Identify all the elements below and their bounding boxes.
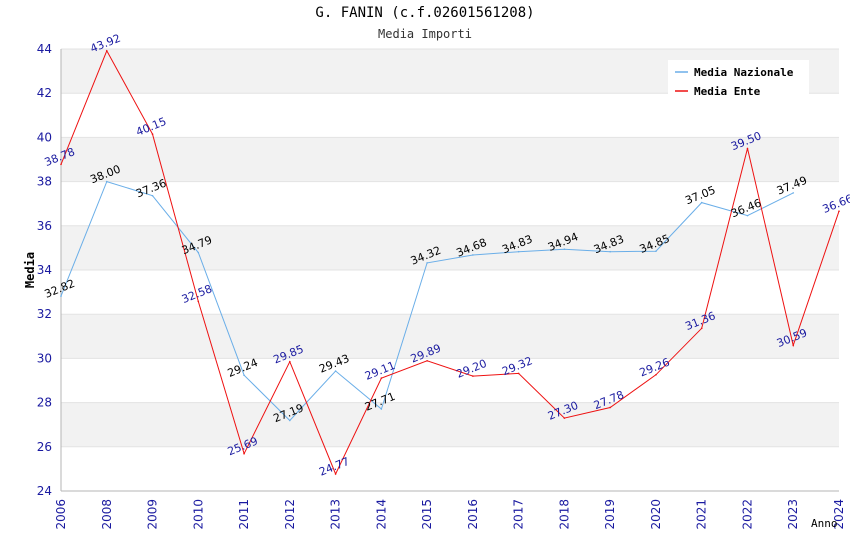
series-lines bbox=[60, 49, 840, 476]
x-tick-label: 2016 bbox=[466, 499, 480, 530]
y-tick-label: 36 bbox=[37, 219, 52, 233]
data-point bbox=[563, 248, 566, 251]
data-point bbox=[609, 406, 611, 409]
y-tick-label: 26 bbox=[37, 440, 52, 454]
x-tick-label: 2015 bbox=[420, 499, 434, 530]
data-point bbox=[700, 327, 703, 330]
data-point bbox=[60, 295, 62, 297]
x-tick-label: 2012 bbox=[283, 499, 297, 530]
data-point bbox=[105, 180, 108, 183]
data-point bbox=[151, 194, 154, 197]
data-point bbox=[746, 214, 749, 217]
legend-label: Media Ente bbox=[694, 85, 761, 98]
x-tick-label: 2023 bbox=[786, 499, 800, 530]
data-point bbox=[472, 375, 474, 377]
data-label: 24.77 bbox=[317, 455, 351, 479]
data-label: 32.58 bbox=[180, 282, 214, 306]
data-point bbox=[151, 133, 154, 135]
x-tick-label: 2009 bbox=[146, 499, 160, 530]
y-tick-label: 42 bbox=[37, 86, 52, 100]
data-point bbox=[838, 210, 840, 213]
y-tick-labels: 24 26 28 30 32 34 36 38 40 42 44 bbox=[37, 42, 52, 498]
data-point bbox=[243, 452, 245, 455]
data-point bbox=[563, 417, 566, 419]
x-tick-label: 2011 bbox=[237, 499, 251, 530]
x-tick-label: 2019 bbox=[603, 499, 617, 530]
data-point bbox=[380, 377, 383, 379]
data-point bbox=[700, 201, 703, 204]
x-tick-label: 2014 bbox=[374, 499, 388, 530]
data-label: 36.66 bbox=[821, 192, 850, 216]
legend-box bbox=[668, 60, 809, 100]
grid-band bbox=[61, 402, 839, 447]
x-tick-label: 2020 bbox=[649, 499, 663, 530]
x-tick-label: 2024 bbox=[832, 499, 846, 530]
y-axis-label: Media bbox=[23, 252, 37, 288]
series-line bbox=[60, 49, 840, 476]
data-point bbox=[426, 262, 428, 264]
data-point bbox=[334, 473, 337, 475]
data-point bbox=[334, 370, 337, 372]
x-tick-label: 2010 bbox=[191, 499, 205, 530]
data-point bbox=[792, 192, 795, 194]
grid-band bbox=[61, 225, 839, 270]
data-point bbox=[105, 49, 108, 52]
data-label: 32.82 bbox=[43, 277, 77, 301]
axes bbox=[60, 49, 839, 492]
data-point bbox=[517, 372, 520, 375]
x-tick-label: 2006 bbox=[54, 499, 68, 530]
data-point bbox=[609, 250, 611, 253]
x-tick-label: 2013 bbox=[329, 499, 343, 530]
chart-subtitle: Media Importi bbox=[378, 27, 472, 41]
x-tick-labels: 2006 2008 2009 2010 2011 2012 2013 2014 2015 2016… bbox=[54, 499, 846, 530]
y-tick-label: 38 bbox=[37, 175, 52, 189]
y-tick-label: 28 bbox=[37, 396, 52, 410]
y-tick-label: 40 bbox=[37, 130, 52, 144]
data-point bbox=[289, 419, 291, 422]
x-tick-label: 2018 bbox=[557, 499, 571, 530]
data-label: 40.15 bbox=[134, 115, 168, 139]
data-point bbox=[60, 163, 62, 166]
data-point bbox=[197, 300, 200, 303]
y-tick-label: 32 bbox=[37, 307, 52, 321]
grid-band bbox=[61, 137, 839, 182]
series-line bbox=[60, 180, 794, 422]
x-axis-label: Anno bbox=[811, 517, 838, 530]
grid-bands bbox=[61, 49, 839, 447]
data-label: 29.11 bbox=[363, 359, 397, 383]
legend-label: Media Nazionale bbox=[694, 66, 794, 79]
data-point bbox=[746, 147, 749, 150]
data-point bbox=[243, 374, 245, 376]
y-tick-label: 34 bbox=[37, 263, 52, 277]
data-point bbox=[517, 250, 520, 253]
legend: Media Nazionale Media Ente bbox=[668, 60, 809, 100]
data-label: 29.24 bbox=[226, 356, 260, 380]
data-point bbox=[426, 360, 428, 362]
gridlines bbox=[61, 48, 839, 492]
x-tick-label: 2022 bbox=[740, 499, 754, 530]
data-label: 29.20 bbox=[455, 357, 489, 381]
data-point bbox=[472, 254, 474, 256]
chart-title: G. FANIN (c.f.02601561208) bbox=[315, 5, 535, 21]
grid-band bbox=[61, 314, 839, 359]
data-point bbox=[792, 344, 795, 347]
data-point bbox=[197, 251, 200, 254]
data-point bbox=[655, 373, 657, 376]
y-tick-label: 24 bbox=[37, 484, 52, 498]
data-point bbox=[289, 360, 291, 363]
data-point bbox=[380, 408, 383, 410]
x-tick-label: 2008 bbox=[100, 499, 114, 530]
data-point bbox=[655, 250, 657, 253]
x-tick-label: 2017 bbox=[512, 499, 526, 530]
y-tick-label: 44 bbox=[37, 42, 52, 56]
y-tick-label: 30 bbox=[37, 351, 52, 365]
x-tick-label: 2021 bbox=[695, 499, 709, 530]
